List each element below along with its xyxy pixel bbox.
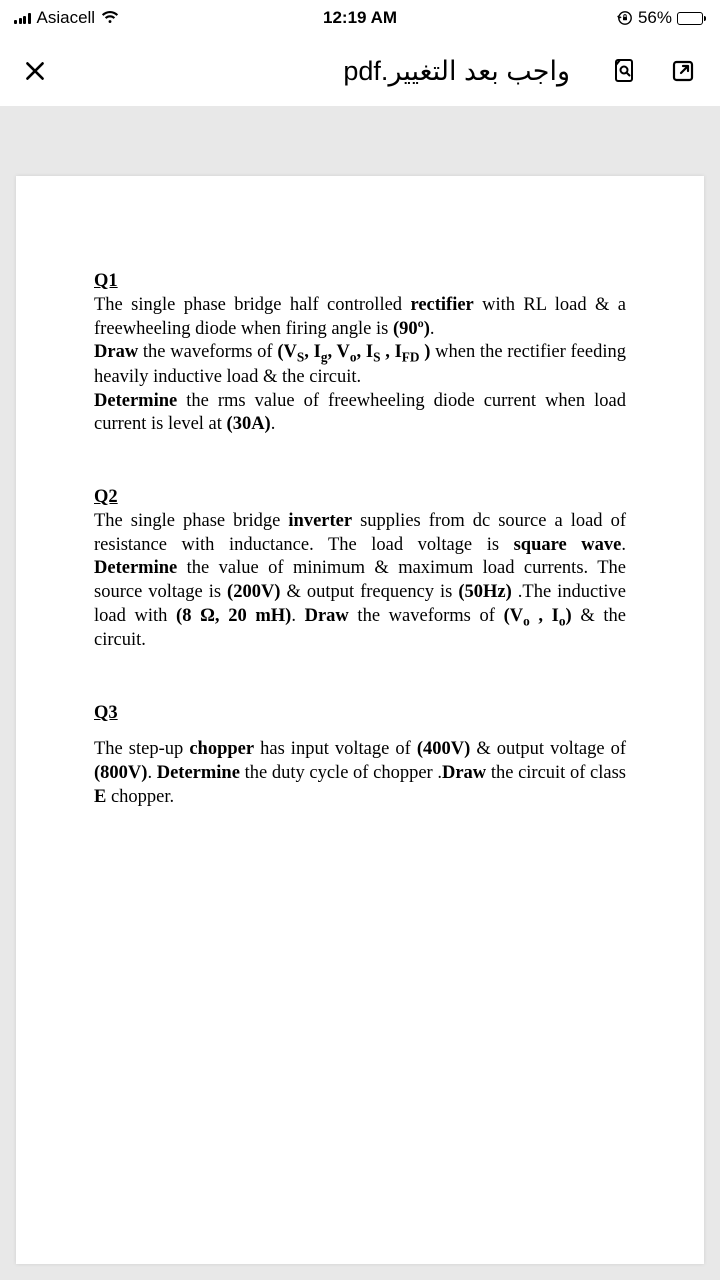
battery-percent: 56% <box>638 8 672 28</box>
close-button[interactable] <box>22 58 48 84</box>
battery-icon <box>677 12 706 25</box>
status-bar: Asiacell 12:19 AM 56% <box>0 0 720 36</box>
q2-heading: Q2 <box>94 487 626 508</box>
q1-body: The single phase bridge half controlled … <box>94 294 626 437</box>
carrier-label: Asiacell <box>37 8 96 28</box>
title-arabic: واجب بعد التغيير <box>388 56 570 86</box>
status-left: Asiacell <box>14 8 119 28</box>
title-ext: pdf. <box>343 56 388 86</box>
orientation-lock-icon <box>617 10 633 26</box>
document-page: Q1 The single phase bridge half controll… <box>16 176 704 1264</box>
page-viewport[interactable]: Q1 The single phase bridge half controll… <box>0 106 720 1280</box>
open-external-button[interactable] <box>668 56 698 86</box>
status-time: 12:19 AM <box>323 8 397 28</box>
wifi-icon <box>101 11 119 25</box>
status-right: 56% <box>617 8 706 28</box>
search-in-doc-button[interactable] <box>610 56 640 86</box>
signal-icon <box>14 12 31 24</box>
document-title: واجب بعد التغييرpdf. <box>78 56 580 87</box>
viewer-header: واجب بعد التغييرpdf. <box>0 36 720 106</box>
q2-body: The single phase bridge inverter supplie… <box>94 510 626 653</box>
q1-heading: Q1 <box>94 271 626 292</box>
q3-heading: Q3 <box>94 703 626 724</box>
q3-body: The step-up chopper has input voltage of… <box>94 738 626 809</box>
